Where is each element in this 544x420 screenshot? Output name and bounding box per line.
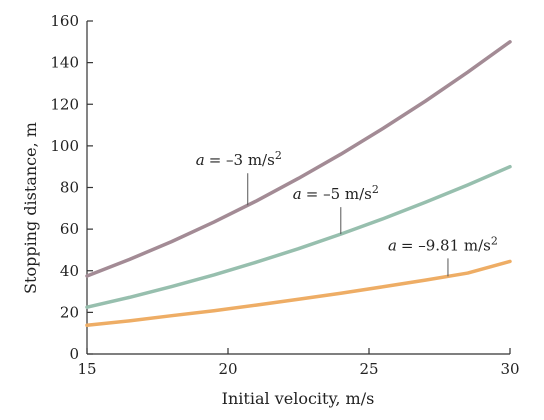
y-tick-label: 120 xyxy=(50,95,79,113)
annotation-variable: a xyxy=(388,236,397,254)
annotations: a = –3 m/s2a = –5 m/s2a = –9.81 m/s2 xyxy=(196,149,498,277)
x-tick-label: 15 xyxy=(77,360,96,378)
y-axis-title: Stopping distance, m xyxy=(21,122,40,294)
y-tick-label: 100 xyxy=(50,137,79,155)
series-layer xyxy=(85,40,512,328)
y-tick-label: 140 xyxy=(50,54,79,72)
annotation-text: = –5 m/s xyxy=(306,185,372,203)
annotation-label-2: a = –5 m/s2 xyxy=(293,183,379,203)
annotation-text: = –9.81 m/s xyxy=(401,236,491,254)
x-tick-label: 25 xyxy=(359,360,378,378)
axes: 0 20 40 60 80 100 120 140 160 15 20 25 30 xyxy=(50,12,519,378)
annotation-text: = –3 m/s xyxy=(209,151,275,169)
y-tick-label: 160 xyxy=(50,12,79,30)
y-tick-label: 60 xyxy=(60,220,79,238)
annotation-label-1: a = –3 m/s2 xyxy=(196,149,282,169)
annotation-variable: a xyxy=(196,151,205,169)
x-tick-label: 20 xyxy=(218,360,237,378)
y-tick-label: 20 xyxy=(60,303,79,321)
annotation-superscript: 2 xyxy=(372,183,379,196)
x-tick-label: 30 xyxy=(500,360,519,378)
annotation-superscript: 2 xyxy=(275,149,282,162)
y-tick-label: 80 xyxy=(60,179,79,197)
y-tick-label: 0 xyxy=(69,345,79,363)
series-line-2 xyxy=(85,164,512,309)
annotation-variable: a xyxy=(293,185,302,203)
annotation-superscript: 2 xyxy=(491,234,498,247)
annotation-label-3: a = –9.81 m/s2 xyxy=(388,234,498,254)
series-line-3 xyxy=(85,259,512,328)
y-tick-label: 40 xyxy=(60,262,79,280)
series-line-1 xyxy=(85,40,512,278)
x-axis-title: Initial velocity, m/s xyxy=(222,389,375,408)
